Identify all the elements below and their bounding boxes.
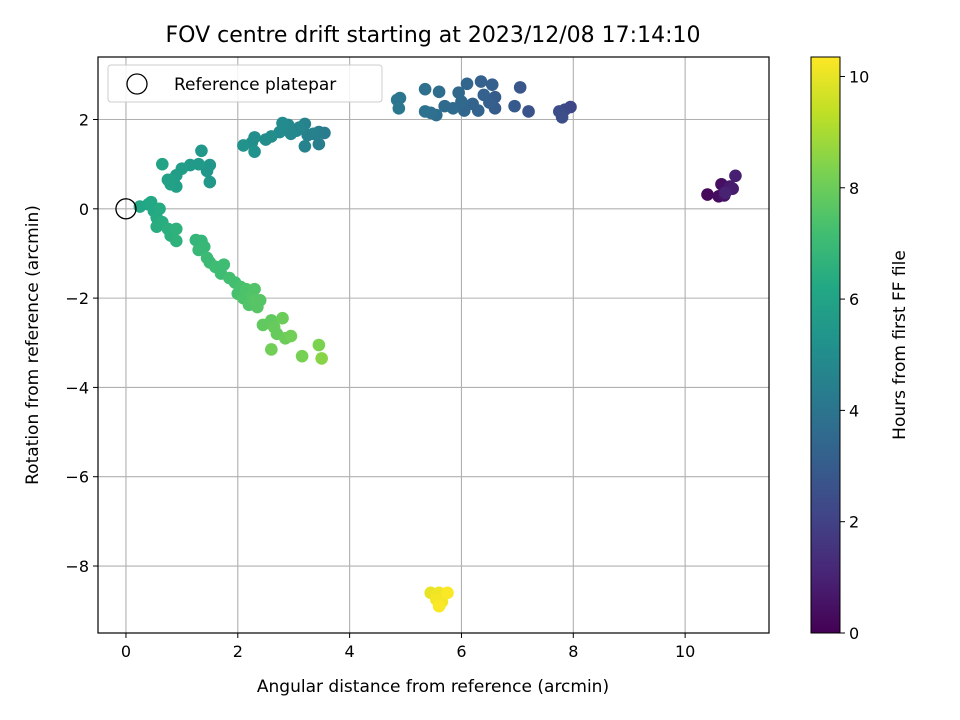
y-tick-label: 0 xyxy=(79,200,89,219)
data-point xyxy=(301,128,314,142)
data-point xyxy=(156,157,169,171)
x-axis-ticks: 0 2 4 6 8 10 xyxy=(121,633,695,661)
plot-frame xyxy=(97,56,770,634)
data-point xyxy=(418,105,432,118)
data-point xyxy=(284,329,298,343)
data-point xyxy=(555,110,569,124)
data-point xyxy=(460,77,474,91)
data-point xyxy=(701,188,714,201)
colorbar-tick-label: 0 xyxy=(849,624,859,643)
data-point xyxy=(217,258,231,271)
data-point xyxy=(169,222,183,236)
data-point xyxy=(197,240,211,254)
data-point xyxy=(248,282,261,296)
data-point xyxy=(315,352,328,365)
data-point xyxy=(248,145,261,158)
legend-label-reference: Reference platepar xyxy=(174,75,336,95)
data-point xyxy=(161,173,175,187)
y-tick-label: −2 xyxy=(65,289,89,308)
legend-box xyxy=(107,64,383,103)
data-point xyxy=(466,97,479,111)
colorbar-tick-label: 4 xyxy=(849,401,859,420)
data-point xyxy=(418,82,432,96)
colorbar xyxy=(810,56,841,634)
x-tick-label: 0 xyxy=(121,642,131,661)
data-point xyxy=(203,175,217,189)
colorbar-tick-label: 6 xyxy=(849,290,859,309)
x-tick-label: 10 xyxy=(675,642,695,661)
data-point xyxy=(276,311,289,325)
colorbar-ticks: 0 2 4 6 8 10 xyxy=(840,67,869,643)
colorbar-label: Hours from first FF file xyxy=(890,250,910,440)
y-tick-label: −6 xyxy=(65,468,89,487)
y-axis-label: Rotation from reference (arcmin) xyxy=(23,205,43,485)
data-point xyxy=(153,202,166,216)
data-point xyxy=(485,78,499,91)
data-point xyxy=(392,102,406,115)
y-tick-label: −4 xyxy=(65,378,89,397)
legend: Reference platepar xyxy=(107,64,383,103)
data-point xyxy=(729,169,742,183)
x-axis-label: Angular distance from reference (arcmin) xyxy=(257,677,609,697)
data-point xyxy=(253,294,267,307)
data-point xyxy=(432,599,446,613)
x-tick-label: 8 xyxy=(568,642,578,661)
data-point xyxy=(508,99,521,113)
data-point xyxy=(522,105,535,118)
data-point xyxy=(312,137,326,151)
data-point xyxy=(312,338,326,352)
data-point xyxy=(169,234,183,248)
grid xyxy=(98,57,769,633)
data-point xyxy=(438,99,451,113)
colorbar-tick-label: 10 xyxy=(849,67,869,86)
x-tick-label: 2 xyxy=(233,642,243,661)
legend-marker-reference xyxy=(126,73,148,95)
data-point xyxy=(237,139,250,152)
data-point xyxy=(295,349,309,363)
y-tick-label: 2 xyxy=(79,111,89,130)
reference-point xyxy=(115,198,137,220)
x-tick-label: 6 xyxy=(456,642,466,661)
colorbar-tick-label: 2 xyxy=(849,513,859,532)
data-point xyxy=(513,81,527,94)
data-point xyxy=(259,133,273,146)
data-point xyxy=(195,144,208,158)
data-point xyxy=(719,186,732,200)
y-tick-label: −8 xyxy=(65,557,89,576)
x-tick-label: 4 xyxy=(345,642,355,661)
y-axis-ticks: −8 −6 −4 −2 0 2 xyxy=(65,111,98,576)
data-point xyxy=(265,343,278,356)
colorbar-tick-label: 8 xyxy=(849,179,859,198)
data-points xyxy=(133,75,742,613)
data-point xyxy=(441,586,454,600)
data-point xyxy=(477,88,491,102)
chart-title: FOV centre drift starting at 2023/12/08 … xyxy=(166,23,701,48)
data-point xyxy=(200,164,214,178)
data-point xyxy=(298,140,312,153)
reference-platepar-marker xyxy=(115,198,137,220)
data-point xyxy=(432,85,446,99)
data-point xyxy=(474,75,488,88)
data-point xyxy=(452,86,465,100)
